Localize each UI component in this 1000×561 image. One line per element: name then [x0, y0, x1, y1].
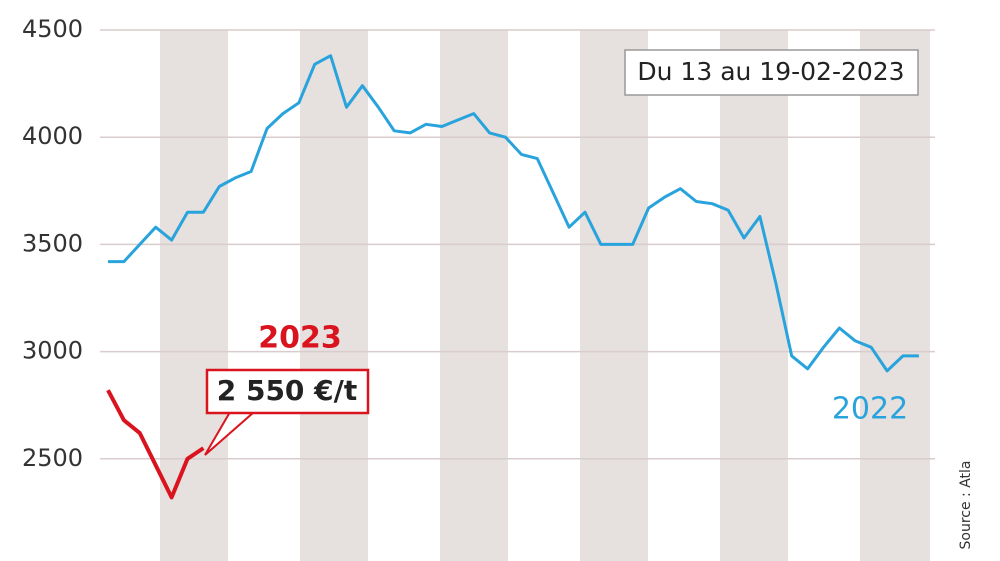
date-box [624, 49, 919, 96]
series-line [108, 54, 919, 373]
month-band [300, 30, 368, 561]
source: Source : Atla [958, 461, 974, 550]
month-band [440, 30, 508, 561]
y-tick-label: 3500 [22, 229, 83, 257]
value-label: 2 550 €/t [217, 374, 358, 407]
value-box [205, 368, 370, 415]
series-label: 2023 [258, 321, 342, 356]
month-bands [160, 30, 930, 561]
series-label: 2022 [832, 392, 908, 427]
y-tick-label: 2500 [22, 444, 83, 472]
month-band [160, 30, 228, 561]
grid: 2500 3000 3500 4000 4500 [22, 15, 935, 472]
series-line [106, 389, 205, 500]
y-tick-label: 3000 [22, 337, 83, 365]
month-band [580, 30, 648, 561]
lines [106, 54, 919, 500]
y-tick-label: 4500 [22, 15, 83, 43]
month-band [860, 30, 930, 561]
date-label: Du 13 au 19-02-2023 [637, 57, 904, 86]
y-tick-label: 4000 [22, 122, 83, 150]
month-band [720, 30, 788, 561]
